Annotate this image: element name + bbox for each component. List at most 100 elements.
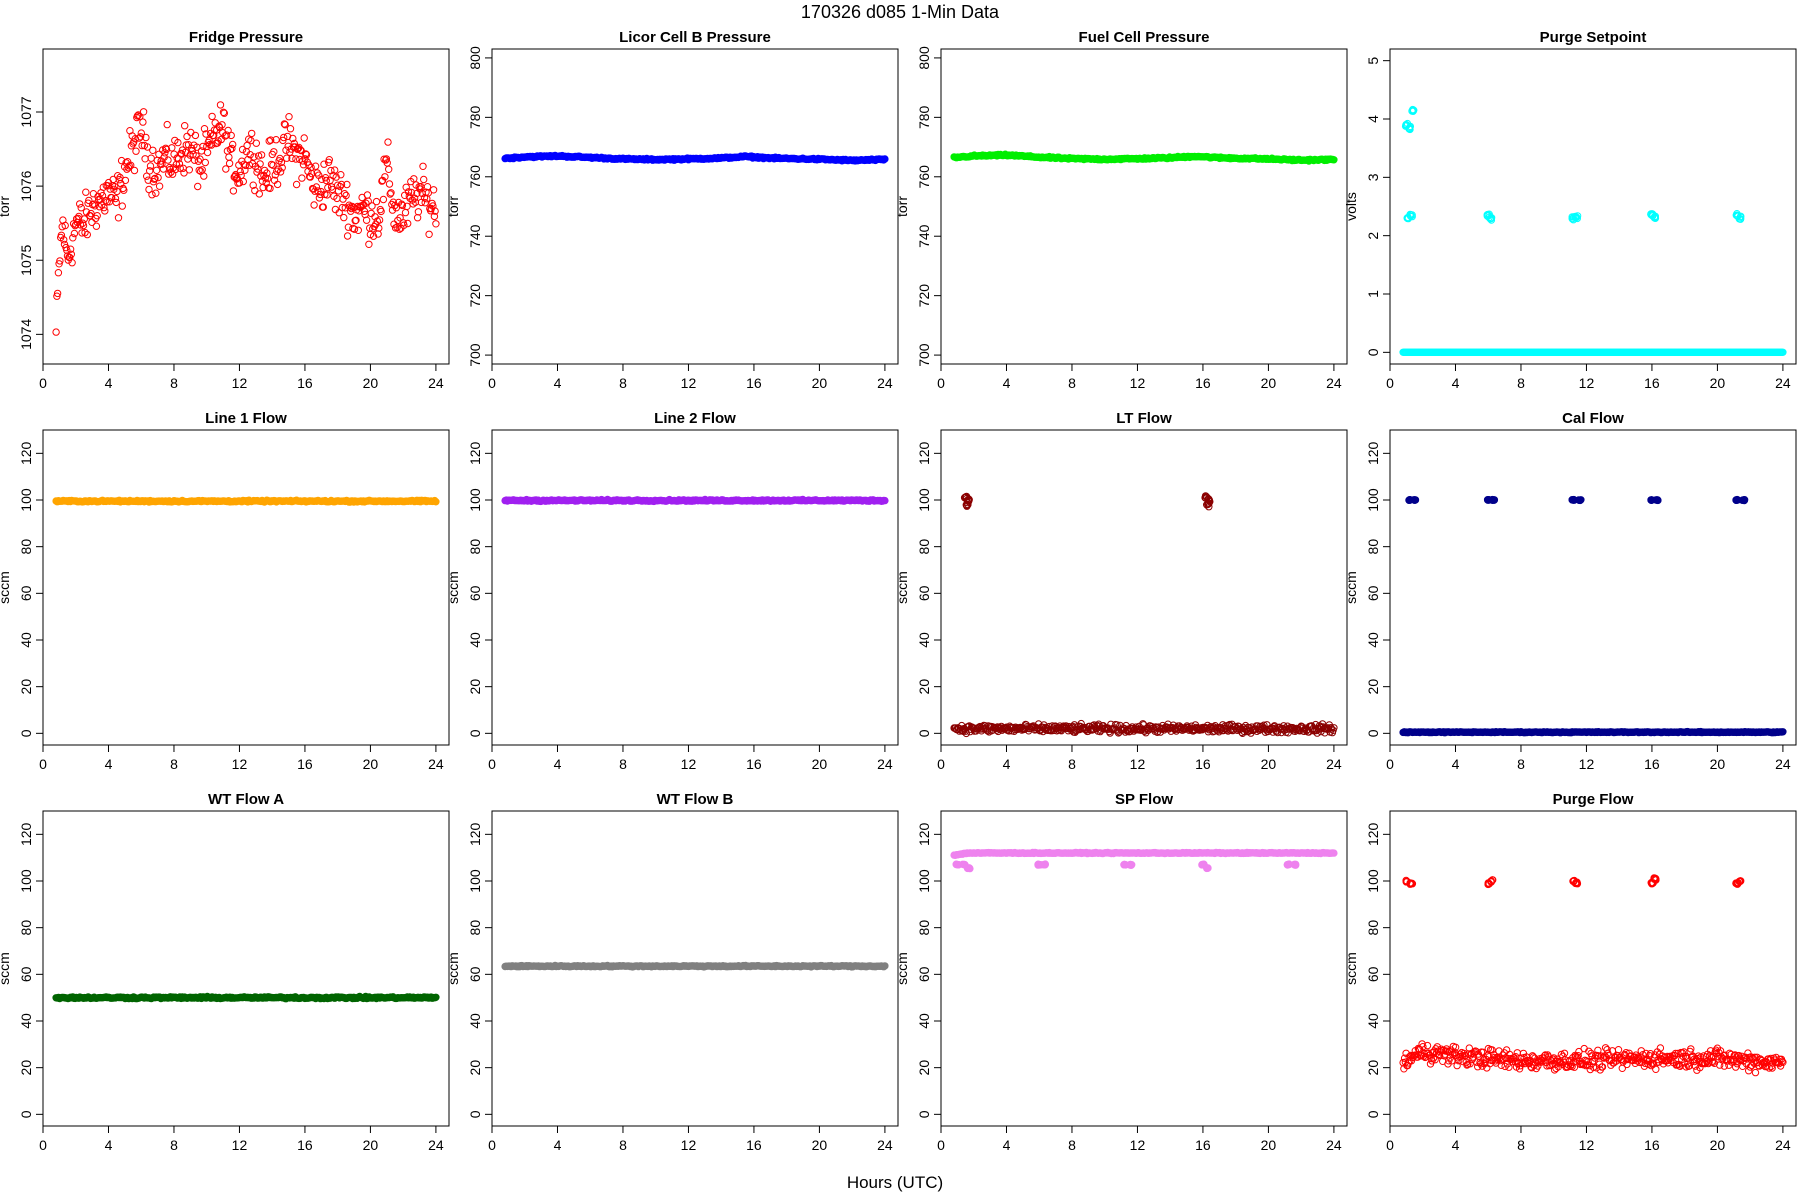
data-point bbox=[195, 166, 203, 175]
data-point bbox=[1571, 1051, 1579, 1060]
x-tick-label: 0 bbox=[39, 1137, 47, 1153]
data-point bbox=[222, 165, 230, 173]
data-point bbox=[432, 220, 440, 228]
x-tick-label: 0 bbox=[39, 375, 47, 391]
x-tick-label: 8 bbox=[170, 1137, 178, 1153]
x-tick-label: 0 bbox=[488, 1137, 496, 1153]
data-point bbox=[1516, 1062, 1525, 1070]
plot-frame bbox=[1389, 429, 1797, 746]
y-axis-label: sccm bbox=[1343, 952, 1359, 985]
y-tick-label: 20 bbox=[467, 679, 483, 695]
y-tick-label: 1 bbox=[1365, 290, 1381, 298]
data-point bbox=[430, 212, 439, 221]
data-point bbox=[400, 221, 408, 229]
data-point bbox=[88, 218, 96, 227]
y-tick-label: 20 bbox=[916, 1060, 932, 1076]
data-point bbox=[424, 189, 432, 197]
y-tick-label: 100 bbox=[18, 488, 34, 512]
x-tick-label: 20 bbox=[1261, 375, 1277, 391]
data-point bbox=[66, 245, 75, 253]
x-tick-label: 8 bbox=[170, 375, 178, 391]
data-point bbox=[219, 108, 228, 117]
data-point bbox=[1313, 729, 1321, 737]
data-point bbox=[1515, 1065, 1524, 1073]
data-point bbox=[216, 101, 225, 109]
data-points bbox=[52, 992, 440, 1003]
data-point bbox=[114, 172, 122, 180]
data-point bbox=[267, 136, 275, 144]
x-tick-label: 0 bbox=[937, 756, 945, 772]
y-tick-label: 60 bbox=[18, 966, 34, 982]
y-tick-label: 120 bbox=[467, 822, 483, 846]
data-point bbox=[194, 182, 202, 191]
data-point bbox=[168, 144, 176, 152]
data-point bbox=[228, 144, 236, 153]
y-axis-label: sccm bbox=[445, 952, 461, 985]
y-tick-label: 20 bbox=[467, 1060, 483, 1076]
data-point bbox=[257, 151, 266, 159]
data-point bbox=[55, 260, 63, 268]
data-point bbox=[387, 189, 395, 197]
data-point bbox=[1488, 1046, 1496, 1054]
y-tick-label: 60 bbox=[18, 585, 34, 601]
data-point bbox=[1453, 1061, 1461, 1070]
x-tick-label: 12 bbox=[1579, 756, 1595, 772]
panel-title: Purge Flow bbox=[1553, 791, 1634, 808]
data-point bbox=[285, 113, 293, 121]
data-point bbox=[964, 500, 972, 509]
data-point bbox=[1571, 212, 1580, 221]
data-point bbox=[112, 198, 120, 207]
x-tick-label: 24 bbox=[1326, 1137, 1342, 1153]
data-point bbox=[54, 269, 63, 277]
y-tick-label: 0 bbox=[467, 729, 483, 737]
figure-x-axis-label: Hours (UTC) bbox=[847, 1173, 943, 1192]
panel-title: SP Flow bbox=[1115, 791, 1173, 808]
data-point bbox=[236, 167, 245, 176]
data-point bbox=[881, 962, 889, 970]
data-point bbox=[93, 212, 101, 220]
data-point bbox=[121, 176, 130, 185]
data-point bbox=[136, 112, 144, 121]
data-point bbox=[881, 496, 889, 505]
x-tick-label: 24 bbox=[877, 375, 893, 391]
data-point bbox=[1594, 1046, 1602, 1055]
x-tick-label: 8 bbox=[619, 375, 627, 391]
y-tick-label: 0 bbox=[467, 1110, 483, 1118]
x-tick-label: 0 bbox=[937, 375, 945, 391]
x-tick-label: 20 bbox=[1261, 1137, 1277, 1153]
data-point bbox=[310, 201, 318, 209]
y-tick-label: 0 bbox=[916, 729, 932, 737]
data-point bbox=[280, 133, 288, 142]
y-tick-label: 740 bbox=[467, 224, 483, 248]
data-point bbox=[1501, 1062, 1509, 1071]
y-tick-label: 100 bbox=[1365, 488, 1381, 512]
data-point bbox=[202, 130, 210, 138]
data-point bbox=[63, 246, 71, 254]
data-point bbox=[177, 149, 185, 158]
data-point bbox=[222, 131, 231, 139]
data-point bbox=[235, 179, 244, 187]
y-axis-label: sccm bbox=[894, 952, 910, 985]
data-point bbox=[302, 150, 310, 158]
y-tick-label: 100 bbox=[18, 869, 34, 893]
data-point bbox=[410, 175, 418, 183]
data-point bbox=[289, 134, 297, 143]
data-point bbox=[245, 135, 253, 143]
y-tick-label: 80 bbox=[467, 539, 483, 555]
data-point bbox=[1623, 1060, 1631, 1069]
data-point bbox=[81, 228, 89, 237]
data-point bbox=[111, 194, 120, 203]
data-point bbox=[175, 160, 184, 168]
data-point bbox=[1060, 722, 1068, 730]
panel-title: Purge Setpoint bbox=[1540, 29, 1647, 46]
data-point bbox=[385, 165, 393, 174]
x-tick-label: 16 bbox=[1195, 756, 1211, 772]
data-point bbox=[1411, 496, 1419, 504]
data-point bbox=[92, 222, 101, 230]
data-point bbox=[338, 203, 346, 212]
data-point bbox=[229, 187, 238, 195]
x-tick-label: 20 bbox=[812, 1137, 828, 1153]
plot-frame bbox=[1389, 48, 1797, 365]
